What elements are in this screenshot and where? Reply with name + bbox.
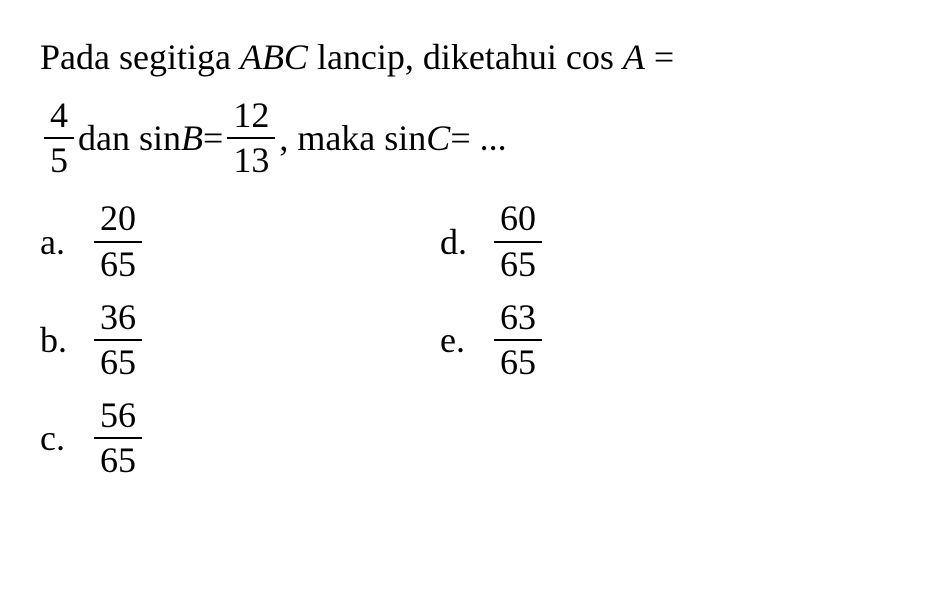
variable-c: C — [426, 111, 450, 165]
option-label: e. — [440, 313, 490, 367]
variable-a: A — [623, 37, 645, 77]
fraction-12-13: 12 13 — [227, 94, 275, 182]
numerator: 4 — [44, 94, 74, 139]
denominator: 65 — [94, 243, 142, 286]
option-d: d. 60 65 — [440, 197, 546, 285]
text-segment: dan sin — [78, 111, 181, 165]
option-fraction: 36 65 — [94, 296, 142, 384]
numerator: 56 — [94, 394, 142, 439]
denominator: 65 — [94, 341, 142, 384]
options-column-2: d. 60 65 e. 63 65 — [440, 197, 546, 492]
text-segment: Pada segitiga — [40, 37, 240, 77]
option-fraction: 20 65 — [94, 197, 142, 285]
denominator: 5 — [44, 139, 74, 182]
text-segment: = ... — [450, 111, 506, 165]
option-e: e. 63 65 — [440, 296, 546, 384]
option-a: a. 20 65 — [40, 197, 440, 285]
text-segment: = — [203, 111, 223, 165]
option-fraction: 63 65 — [494, 296, 542, 384]
variable-abc: ABC — [240, 37, 308, 77]
denominator: 65 — [94, 439, 142, 482]
option-c: c. 56 65 — [40, 394, 440, 482]
option-label: a. — [40, 215, 90, 269]
numerator: 63 — [494, 296, 542, 341]
option-label: c. — [40, 411, 90, 465]
text-segment: , maka sin — [279, 111, 426, 165]
options-column-1: a. 20 65 b. 36 65 c. 56 65 — [40, 197, 440, 492]
answer-options: a. 20 65 b. 36 65 c. 56 65 — [40, 197, 904, 492]
numerator: 36 — [94, 296, 142, 341]
denominator: 13 — [227, 139, 275, 182]
option-label: d. — [440, 215, 490, 269]
text-segment: = — [645, 37, 674, 77]
denominator: 65 — [494, 243, 542, 286]
variable-b: B — [181, 111, 203, 165]
text-segment: lancip, diketahui cos — [308, 37, 623, 77]
option-b: b. 36 65 — [40, 296, 440, 384]
numerator: 60 — [494, 197, 542, 242]
math-problem: Pada segitiga ABC lancip, diketahui cos … — [40, 30, 904, 493]
numerator: 20 — [94, 197, 142, 242]
question-line1: Pada segitiga ABC lancip, diketahui cos … — [40, 30, 904, 84]
question-line2: 4 5 dan sin B = 12 13 , maka sin C = ... — [40, 94, 904, 182]
option-label: b. — [40, 313, 90, 367]
numerator: 12 — [227, 94, 275, 139]
fraction-4-5: 4 5 — [44, 94, 74, 182]
option-fraction: 60 65 — [494, 197, 542, 285]
option-fraction: 56 65 — [94, 394, 142, 482]
denominator: 65 — [494, 341, 542, 384]
